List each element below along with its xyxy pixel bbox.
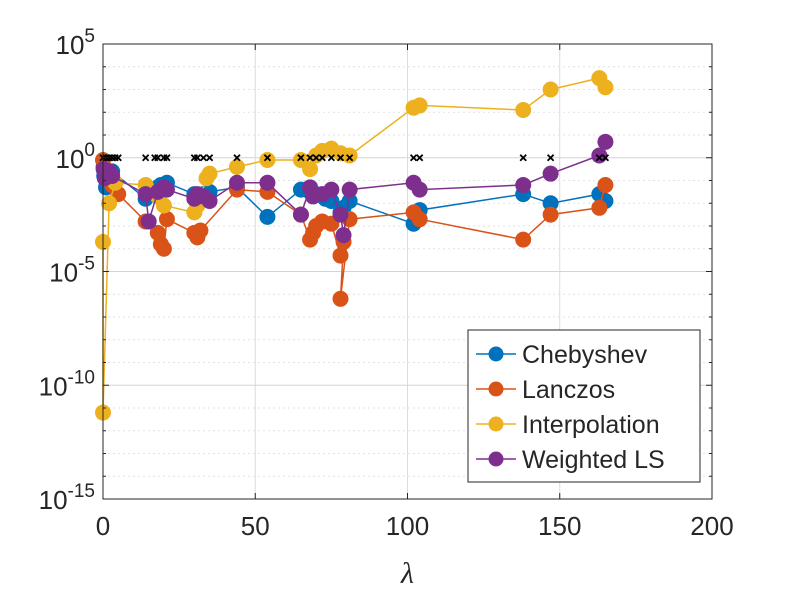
data-point: [411, 97, 428, 114]
axis-label-layer: 0 50 100 150 200 105 100 10-5 10-10 10-15: [39, 26, 734, 541]
data-point: [323, 181, 340, 198]
legend-item: Interpolation: [476, 411, 660, 439]
data-point: [259, 174, 276, 191]
x-marker: [318, 154, 326, 162]
legend-item: Weighted LS: [476, 446, 665, 474]
data-point: [341, 181, 358, 198]
x-marker: [263, 154, 272, 162]
data-point: [104, 167, 121, 184]
x-marker: [312, 154, 320, 162]
legend-label: Interpolation: [522, 411, 660, 439]
data-point: [591, 199, 608, 216]
data-point: [597, 79, 614, 96]
data-point: [201, 192, 218, 209]
x-marker: [336, 154, 345, 162]
y-tick-label: 100: [56, 140, 96, 174]
legend-marker: [488, 451, 504, 467]
legend-item: Chebyshev: [476, 341, 648, 369]
y-tick-label: 10-5: [49, 254, 95, 288]
y-tick-label: 105: [56, 26, 96, 60]
data-point: [155, 240, 172, 257]
data-point: [332, 247, 349, 264]
legend-marker: [488, 416, 504, 432]
data-point: [332, 206, 349, 223]
data-point: [140, 213, 157, 230]
x-marker: [595, 154, 603, 162]
x-marker: [233, 154, 241, 162]
data-point: [515, 231, 532, 248]
x-marker: [193, 154, 202, 162]
data-point: [158, 181, 175, 198]
x-tick-label: 150: [538, 511, 581, 541]
legend-marker: [488, 346, 504, 362]
data-point: [597, 133, 614, 150]
data-point: [228, 158, 245, 175]
data-point: [259, 152, 276, 169]
data-point: [302, 161, 319, 178]
x-marker: [199, 154, 208, 162]
x-marker: [114, 154, 122, 162]
x-marker: [346, 154, 354, 162]
data-point: [192, 222, 209, 239]
x-marker: [141, 154, 150, 162]
x-marker: [163, 154, 171, 162]
data-point: [515, 177, 532, 194]
x-axis-label: λ: [400, 557, 414, 590]
x-tick-label: 200: [690, 511, 733, 541]
x-marker: [205, 154, 214, 162]
data-point: [542, 81, 559, 98]
data-point: [335, 227, 352, 244]
data-point: [155, 197, 172, 214]
data-point: [411, 181, 428, 198]
x-marker: [546, 154, 555, 162]
legend-item: Lanczos: [476, 376, 615, 404]
x-marker: [409, 154, 418, 162]
data-point: [158, 211, 175, 228]
data-point: [542, 165, 559, 182]
legend-label: Lanczos: [522, 376, 615, 404]
legend-box: [467, 329, 701, 483]
series-weighted-ls: [95, 133, 614, 244]
x-marker: [297, 154, 305, 162]
legend-label: Chebyshev: [522, 341, 648, 369]
data-point: [542, 206, 559, 223]
y-tick-label: 10-15: [39, 481, 95, 515]
data-point: [411, 211, 428, 228]
data-point: [591, 147, 608, 164]
data-point: [228, 174, 245, 191]
x-marker: [416, 154, 424, 162]
data-point: [341, 147, 358, 164]
x-marker: [306, 154, 314, 162]
x-marker: [327, 154, 336, 162]
legend-marker: [488, 381, 504, 397]
x-tick-label: 100: [386, 511, 429, 541]
tick-layer: [102, 43, 713, 500]
x-marker: [154, 154, 162, 162]
y-tick-label: 10-10: [39, 367, 95, 401]
x-marker: [519, 154, 527, 162]
legend: Chebyshev Lanczos Interpolation Weighted LS: [467, 329, 701, 483]
x-tick-label: 0: [96, 511, 110, 541]
data-point: [332, 290, 349, 307]
data-point: [201, 165, 218, 182]
data-point: [259, 208, 276, 225]
x-tick-label: 50: [241, 511, 270, 541]
data-point: [515, 101, 532, 118]
series-layer: [95, 70, 614, 421]
data-point: [101, 195, 118, 212]
x-marker: [601, 154, 610, 162]
data-point: [292, 206, 309, 223]
legend-label: Weighted LS: [522, 446, 665, 474]
data-point: [597, 177, 614, 194]
